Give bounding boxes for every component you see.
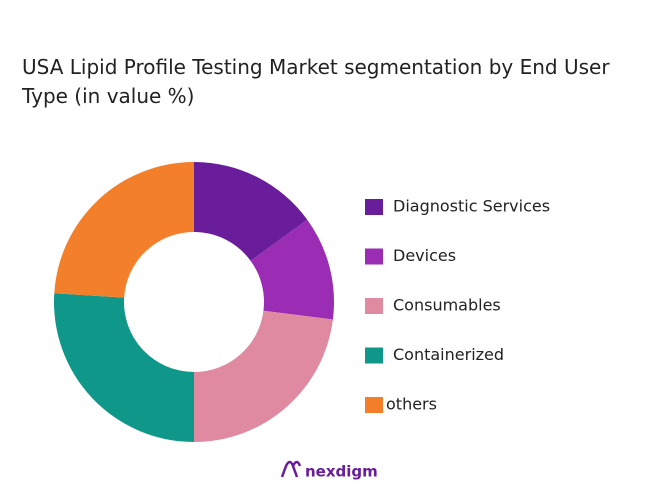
donut-segment bbox=[53, 293, 195, 442]
legend-label: Containerized bbox=[393, 345, 504, 364]
brand-logo: nexdigm bbox=[280, 460, 378, 481]
logo-icon bbox=[280, 460, 302, 478]
donut-segment bbox=[194, 162, 308, 261]
legend-label: others bbox=[386, 395, 437, 414]
legend-label: Consumables bbox=[393, 296, 501, 315]
legend-swatch bbox=[365, 199, 383, 215]
chart-title: USA Lipid Profile Testing Market segment… bbox=[21, 55, 610, 108]
legend-swatch bbox=[365, 248, 383, 265]
legend-label: Diagnostic Services bbox=[393, 197, 550, 216]
donut-segment bbox=[54, 162, 194, 298]
legend-swatch bbox=[365, 397, 383, 413]
legend-swatch bbox=[365, 298, 383, 314]
brand-name: nexdigm bbox=[305, 463, 378, 481]
donut-segment bbox=[194, 310, 333, 442]
donut-segment bbox=[250, 219, 335, 320]
legend-swatch bbox=[365, 347, 383, 364]
legend-label: Devices bbox=[393, 246, 456, 265]
